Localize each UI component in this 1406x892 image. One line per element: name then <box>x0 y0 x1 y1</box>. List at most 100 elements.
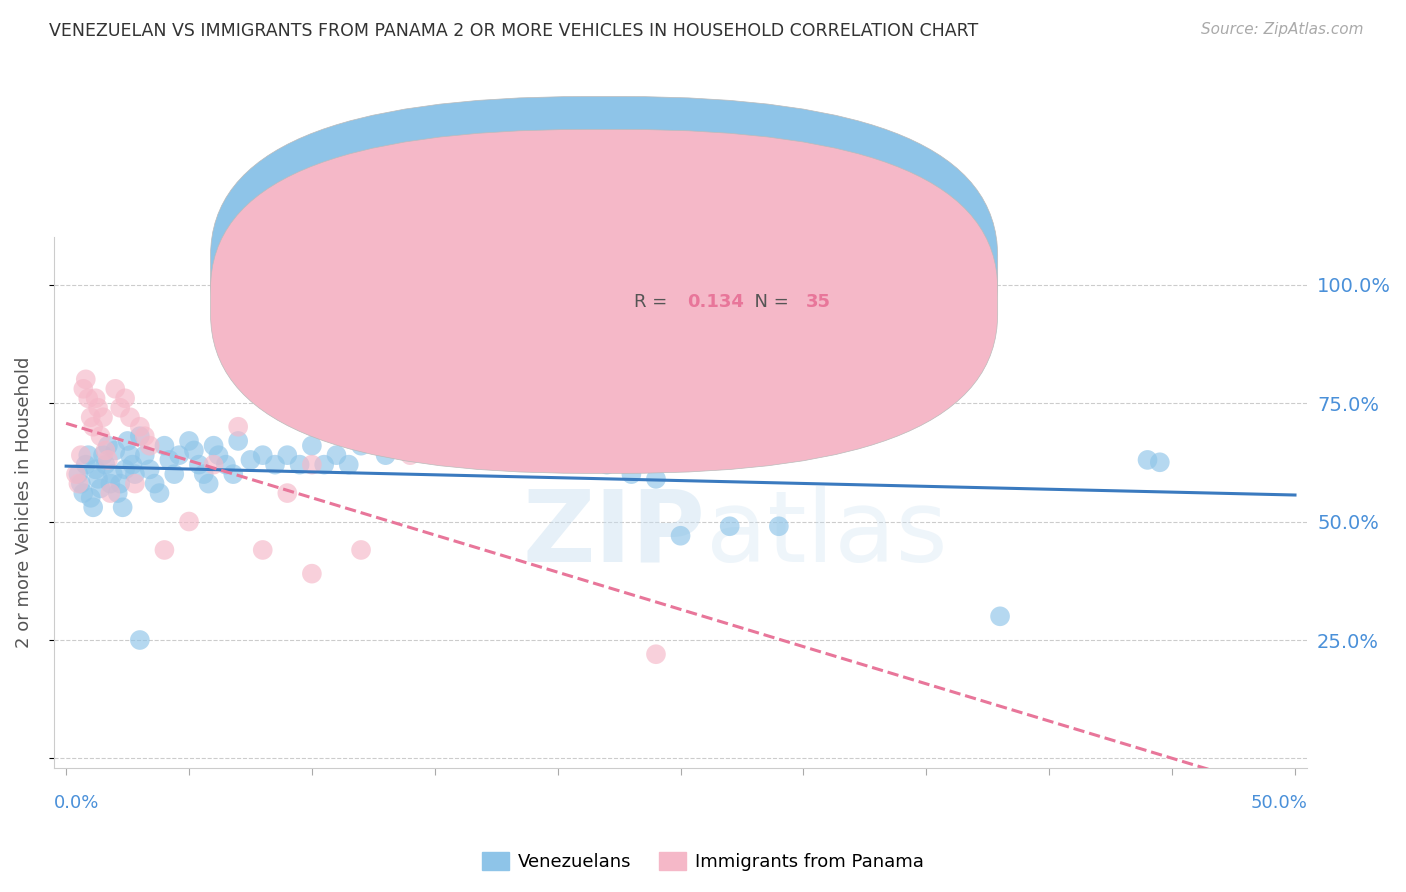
Point <box>252 448 274 462</box>
Point <box>620 467 643 482</box>
Point <box>449 429 471 443</box>
Point <box>183 443 205 458</box>
Point <box>288 458 311 472</box>
Text: N =: N = <box>744 260 794 278</box>
Point <box>314 458 336 472</box>
Point <box>107 486 129 500</box>
Point <box>134 448 156 462</box>
Y-axis label: 2 or more Vehicles in Household: 2 or more Vehicles in Household <box>15 357 32 648</box>
Point <box>111 500 134 515</box>
Point <box>97 439 120 453</box>
Point <box>77 392 100 406</box>
Point <box>70 476 93 491</box>
Point <box>472 439 495 453</box>
Point <box>645 472 668 486</box>
Point <box>104 382 127 396</box>
Text: 0.0%: 0.0% <box>53 794 100 812</box>
Point <box>108 401 131 415</box>
Point <box>226 419 249 434</box>
Point <box>117 434 139 448</box>
Point <box>94 443 117 458</box>
Point <box>77 448 100 462</box>
Point <box>101 467 124 482</box>
Point <box>988 609 1011 624</box>
Point <box>72 382 94 396</box>
Point <box>153 543 176 558</box>
Text: 50.0%: 50.0% <box>1250 794 1308 812</box>
Point <box>84 392 107 406</box>
Point <box>207 448 229 462</box>
Point <box>90 481 112 495</box>
Point <box>118 410 141 425</box>
FancyBboxPatch shape <box>211 96 998 441</box>
Point <box>350 439 373 453</box>
Point <box>65 467 87 482</box>
Point <box>202 458 225 472</box>
Point <box>67 467 90 482</box>
Point <box>72 486 94 500</box>
Point <box>104 443 127 458</box>
Point <box>82 500 104 515</box>
Point <box>128 632 150 647</box>
Text: atlas: atlas <box>706 486 948 582</box>
Point <box>114 462 136 476</box>
Point <box>143 476 166 491</box>
Point <box>222 467 245 482</box>
Point <box>148 486 170 500</box>
Point <box>1149 455 1171 469</box>
Text: Source: ZipAtlas.com: Source: ZipAtlas.com <box>1201 22 1364 37</box>
Point <box>138 439 160 453</box>
Point <box>163 467 186 482</box>
Point <box>215 458 238 472</box>
Point <box>98 476 121 491</box>
Point <box>167 448 190 462</box>
Legend: Venezuelans, Immigrants from Panama: Venezuelans, Immigrants from Panama <box>475 845 931 879</box>
Text: R =: R = <box>634 293 673 311</box>
Point <box>177 515 200 529</box>
FancyBboxPatch shape <box>561 243 894 330</box>
Point <box>87 401 110 415</box>
Point <box>84 462 107 476</box>
Point <box>197 476 219 491</box>
FancyBboxPatch shape <box>211 129 998 474</box>
Point <box>91 410 114 425</box>
Point <box>80 491 103 505</box>
Point <box>226 434 249 448</box>
Text: N =: N = <box>744 293 794 311</box>
Point <box>449 439 471 453</box>
Point <box>75 372 97 386</box>
Point <box>399 439 422 453</box>
Point <box>128 419 150 434</box>
Point <box>596 458 619 472</box>
Point <box>94 458 117 472</box>
Point <box>121 458 143 472</box>
Point <box>75 458 97 472</box>
Point <box>423 443 446 458</box>
Point <box>669 529 692 543</box>
Point <box>301 439 323 453</box>
Point <box>350 543 373 558</box>
Point <box>128 429 150 443</box>
Point <box>276 448 298 462</box>
Point <box>276 486 298 500</box>
Point <box>301 566 323 581</box>
Point <box>177 434 200 448</box>
Point <box>187 458 209 472</box>
Point <box>67 476 90 491</box>
Point <box>124 476 146 491</box>
Point <box>547 448 569 462</box>
Point <box>124 467 146 482</box>
Point <box>108 476 131 491</box>
Text: R =: R = <box>634 260 673 278</box>
Point <box>374 448 396 462</box>
Point <box>193 467 215 482</box>
Point <box>134 429 156 443</box>
Point <box>252 543 274 558</box>
Point <box>239 453 262 467</box>
Point <box>768 519 790 533</box>
Point <box>98 486 121 500</box>
Point <box>325 448 347 462</box>
Point <box>118 448 141 462</box>
Point <box>87 472 110 486</box>
Point <box>301 458 323 472</box>
